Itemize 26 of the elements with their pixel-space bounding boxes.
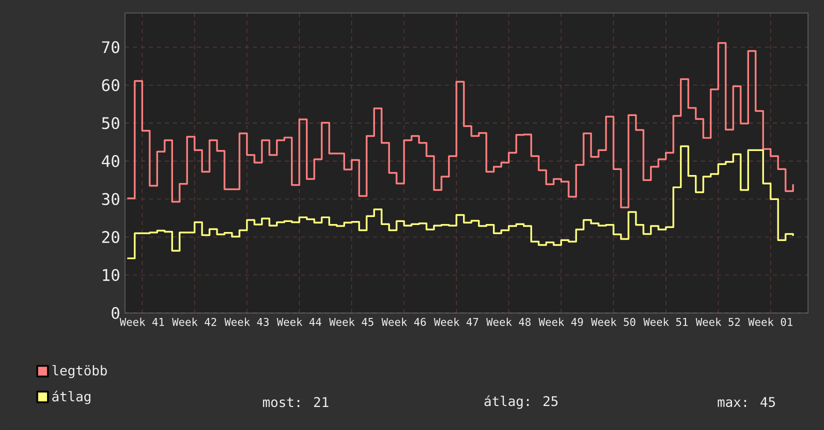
y-tick-label: 50	[102, 117, 120, 130]
legend-label: átlag	[52, 390, 90, 404]
text: átlag: 25	[484, 395, 558, 409]
y-tick-label: 70	[102, 41, 120, 54]
text: max: 45	[718, 397, 775, 408]
x-tick-label: Week 52	[696, 318, 740, 326]
x-tick-label: Week 41	[120, 318, 164, 326]
x-tick-label: Week 01	[748, 318, 792, 326]
x-tick-label: Week 50	[591, 318, 636, 326]
x-tick-label: Week 46	[382, 318, 426, 326]
y-tick-label: 30	[102, 193, 120, 206]
legend-label: legtöbb	[52, 365, 107, 378]
x-tick-label: Week 42	[172, 318, 216, 326]
x-tick-label: Week 45	[329, 318, 374, 326]
x-tick-label: Week 43	[224, 318, 269, 326]
y-tick-label: 10	[102, 268, 120, 282]
y-tick-label: 20	[102, 231, 120, 244]
y-tick-label: 0	[112, 306, 120, 320]
text: most: 21	[263, 397, 328, 408]
x-tick-label: Week 48	[486, 318, 531, 326]
x-tick-label: Week 47	[434, 318, 478, 326]
y-tick-label: 40	[102, 155, 120, 168]
x-tick-label: Week 49	[538, 318, 583, 326]
x-tick-label: Week 51	[643, 318, 688, 326]
y-tick-label: 60	[102, 79, 120, 92]
x-tick-label: Week 44	[276, 318, 322, 326]
